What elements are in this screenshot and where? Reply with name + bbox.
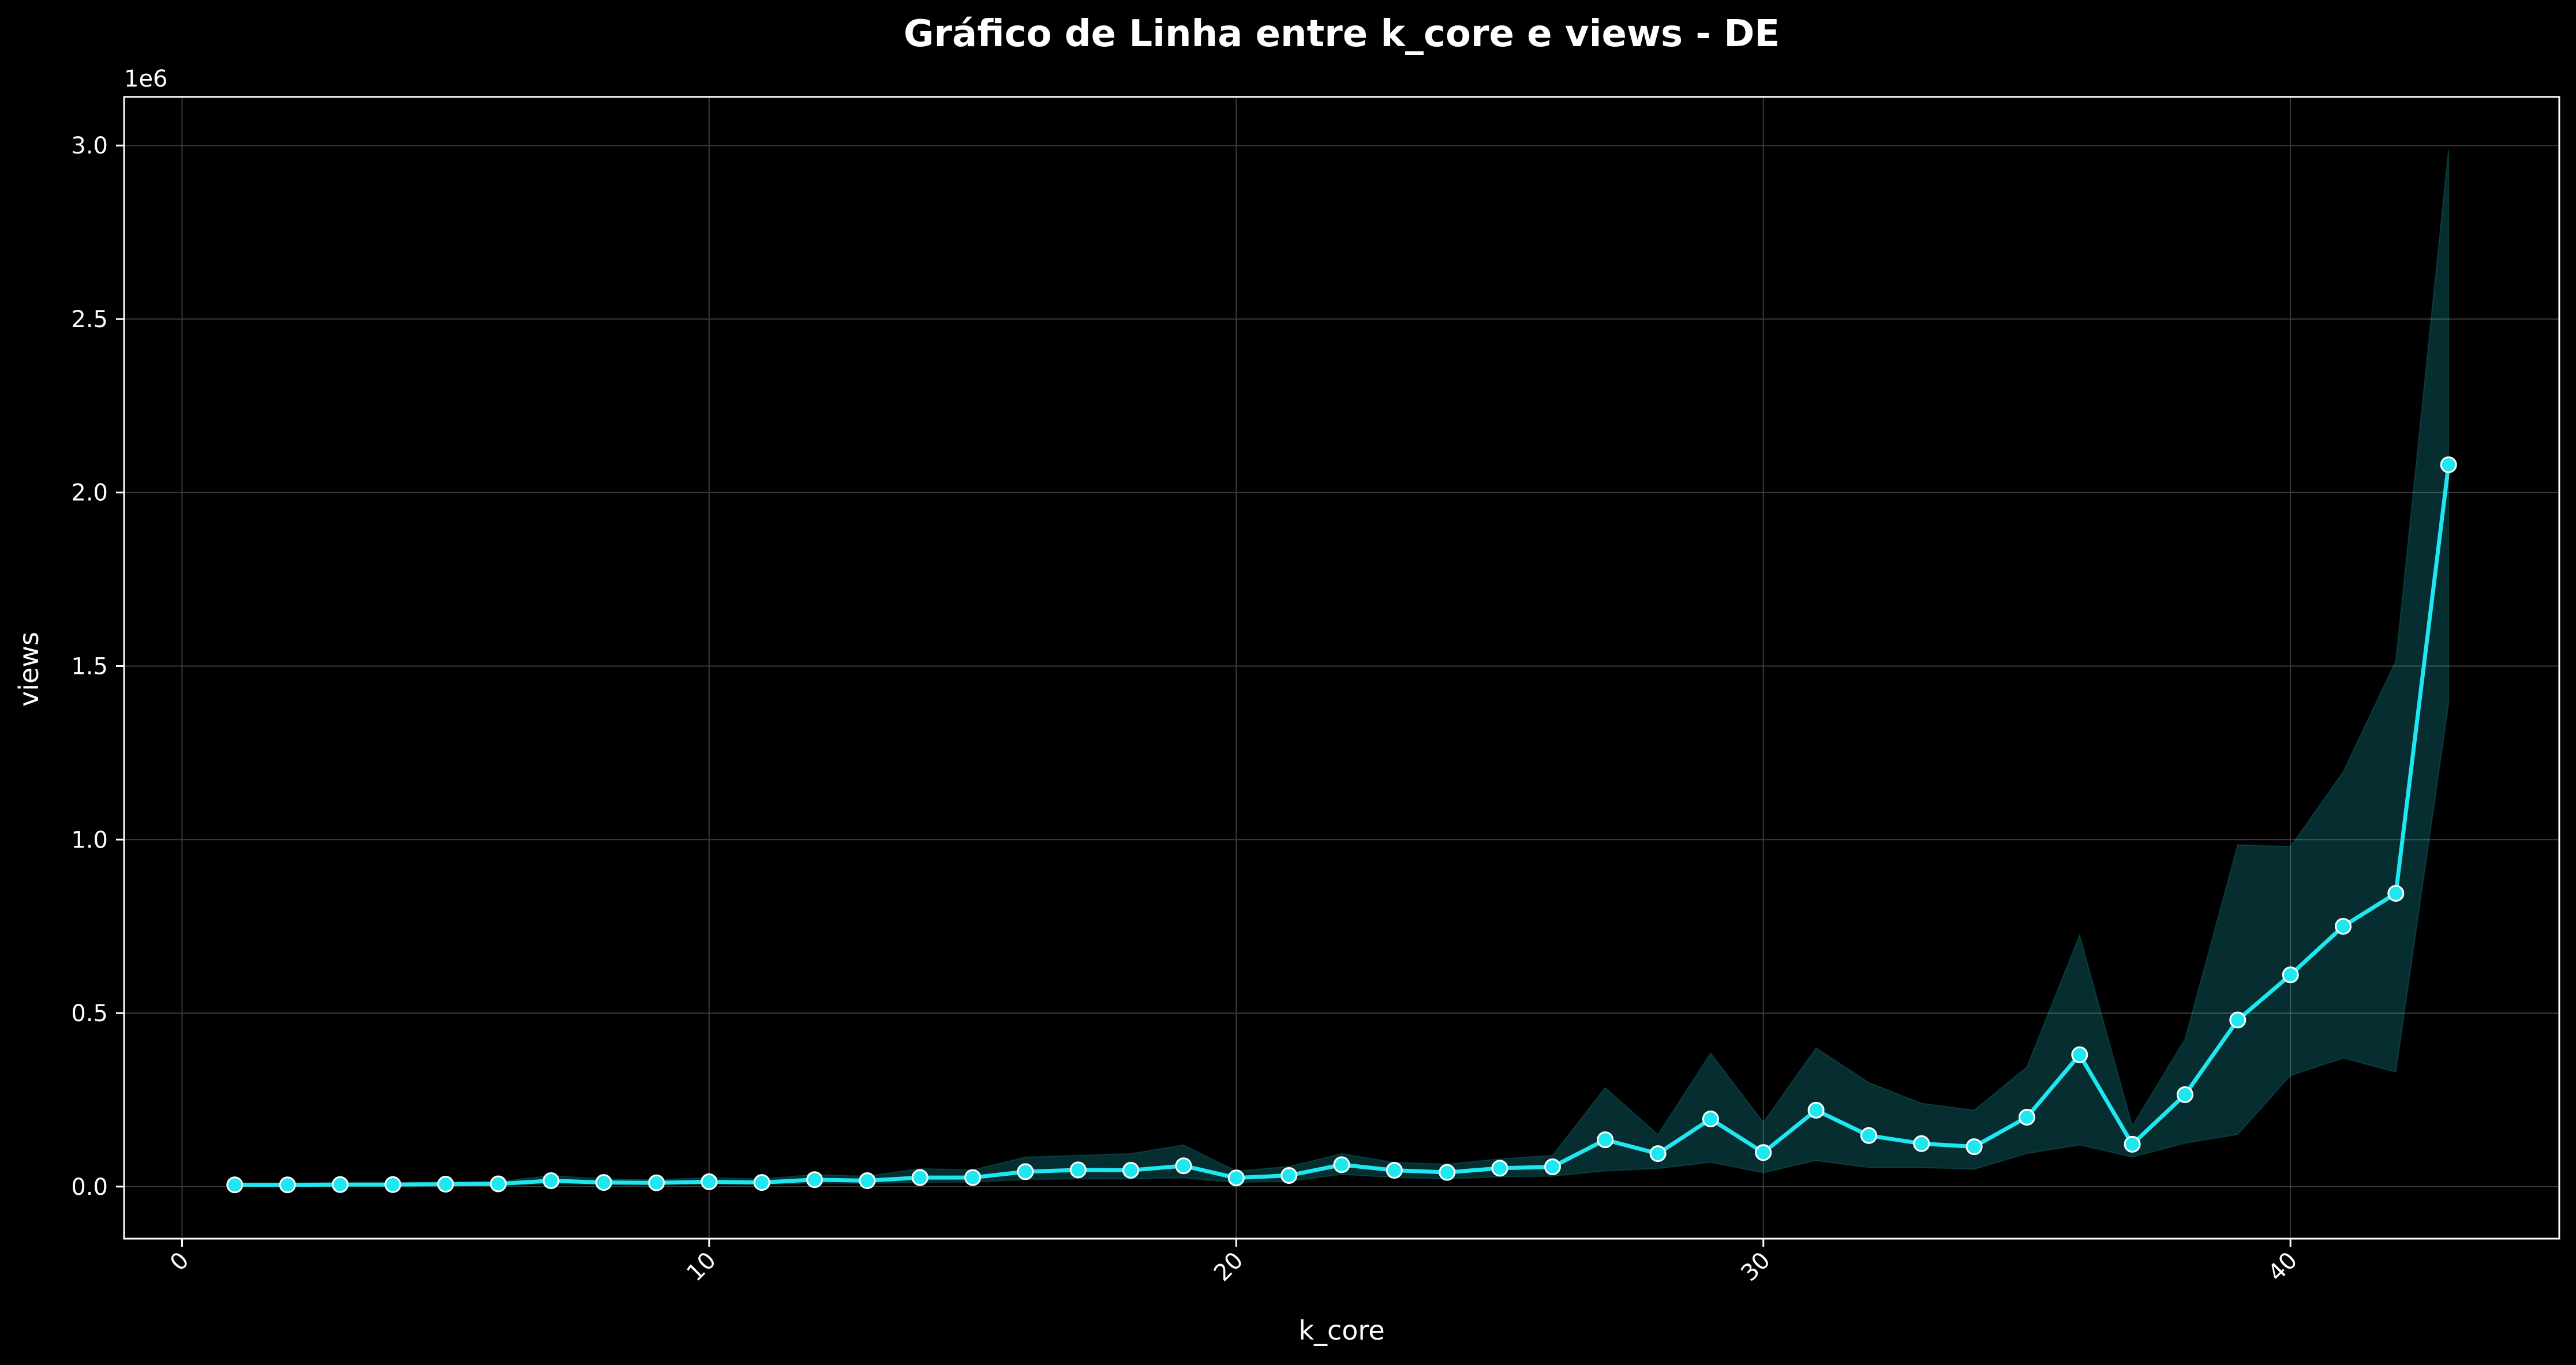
data-point xyxy=(1227,1169,1245,1187)
y-offset-label: 1e6 xyxy=(124,66,168,92)
grid-lines xyxy=(124,97,2559,1239)
data-point xyxy=(2387,885,2405,902)
data-point xyxy=(437,1176,454,1193)
data-point xyxy=(1017,1163,1034,1180)
data-point xyxy=(1386,1162,1403,1179)
x-axis-label: k_core xyxy=(1298,1315,1384,1346)
data-point xyxy=(1439,1164,1456,1181)
y-tick-label: 2.0 xyxy=(71,480,108,507)
chart-title: Gráfico de Linha entre k_core e views - … xyxy=(904,13,1780,55)
data-point xyxy=(384,1176,402,1193)
data-point xyxy=(1807,1101,1825,1119)
data-point xyxy=(1175,1157,1192,1175)
plot-frame xyxy=(123,96,2560,1240)
data-point xyxy=(648,1174,665,1191)
y-tick-label: 1.0 xyxy=(71,827,108,853)
data-point xyxy=(2229,1011,2246,1029)
confidence-band xyxy=(234,149,2450,1187)
data-point xyxy=(1333,1156,1350,1173)
data-point xyxy=(2018,1109,2035,1126)
data-point xyxy=(1913,1135,1930,1152)
data-point xyxy=(542,1172,560,1189)
data-point xyxy=(2124,1135,2141,1153)
data-point xyxy=(332,1176,349,1193)
data-points xyxy=(226,456,2457,1194)
y-tick-label: 3.0 xyxy=(71,133,108,159)
data-point xyxy=(1544,1158,1561,1175)
data-point xyxy=(1755,1144,1772,1161)
data-point xyxy=(1649,1145,1667,1162)
data-point xyxy=(490,1175,507,1192)
data-point xyxy=(2071,1046,2088,1063)
data-point xyxy=(2177,1086,2193,1103)
data-point xyxy=(2335,918,2352,935)
data-point xyxy=(753,1174,770,1191)
data-point xyxy=(1280,1167,1298,1184)
y-tick-label: 0.0 xyxy=(71,1174,108,1201)
data-point xyxy=(806,1171,823,1188)
data-point xyxy=(1860,1127,1877,1144)
data-point xyxy=(859,1172,876,1189)
data-point xyxy=(1702,1111,1719,1127)
y-tick-label: 2.5 xyxy=(71,306,108,333)
y-tick-label: 0.5 xyxy=(71,1000,108,1027)
data-point xyxy=(595,1174,612,1191)
data-point xyxy=(964,1169,982,1186)
data-point xyxy=(2282,966,2299,984)
data-point xyxy=(279,1176,296,1194)
data-point xyxy=(701,1173,718,1190)
data-point xyxy=(2440,456,2457,474)
data-point xyxy=(1965,1138,1983,1156)
data-point xyxy=(1597,1131,1614,1149)
data-point xyxy=(226,1176,244,1194)
data-point xyxy=(911,1169,928,1186)
y-tick-label: 1.5 xyxy=(71,653,108,680)
data-point xyxy=(1491,1160,1508,1177)
y-axis-label: views xyxy=(13,632,44,707)
data-point xyxy=(1069,1161,1087,1179)
y-axis-ticks: 0.0 0.5 1.0 1.5 2.0 2.5 3.0 xyxy=(71,133,124,1201)
data-point xyxy=(1122,1162,1140,1179)
